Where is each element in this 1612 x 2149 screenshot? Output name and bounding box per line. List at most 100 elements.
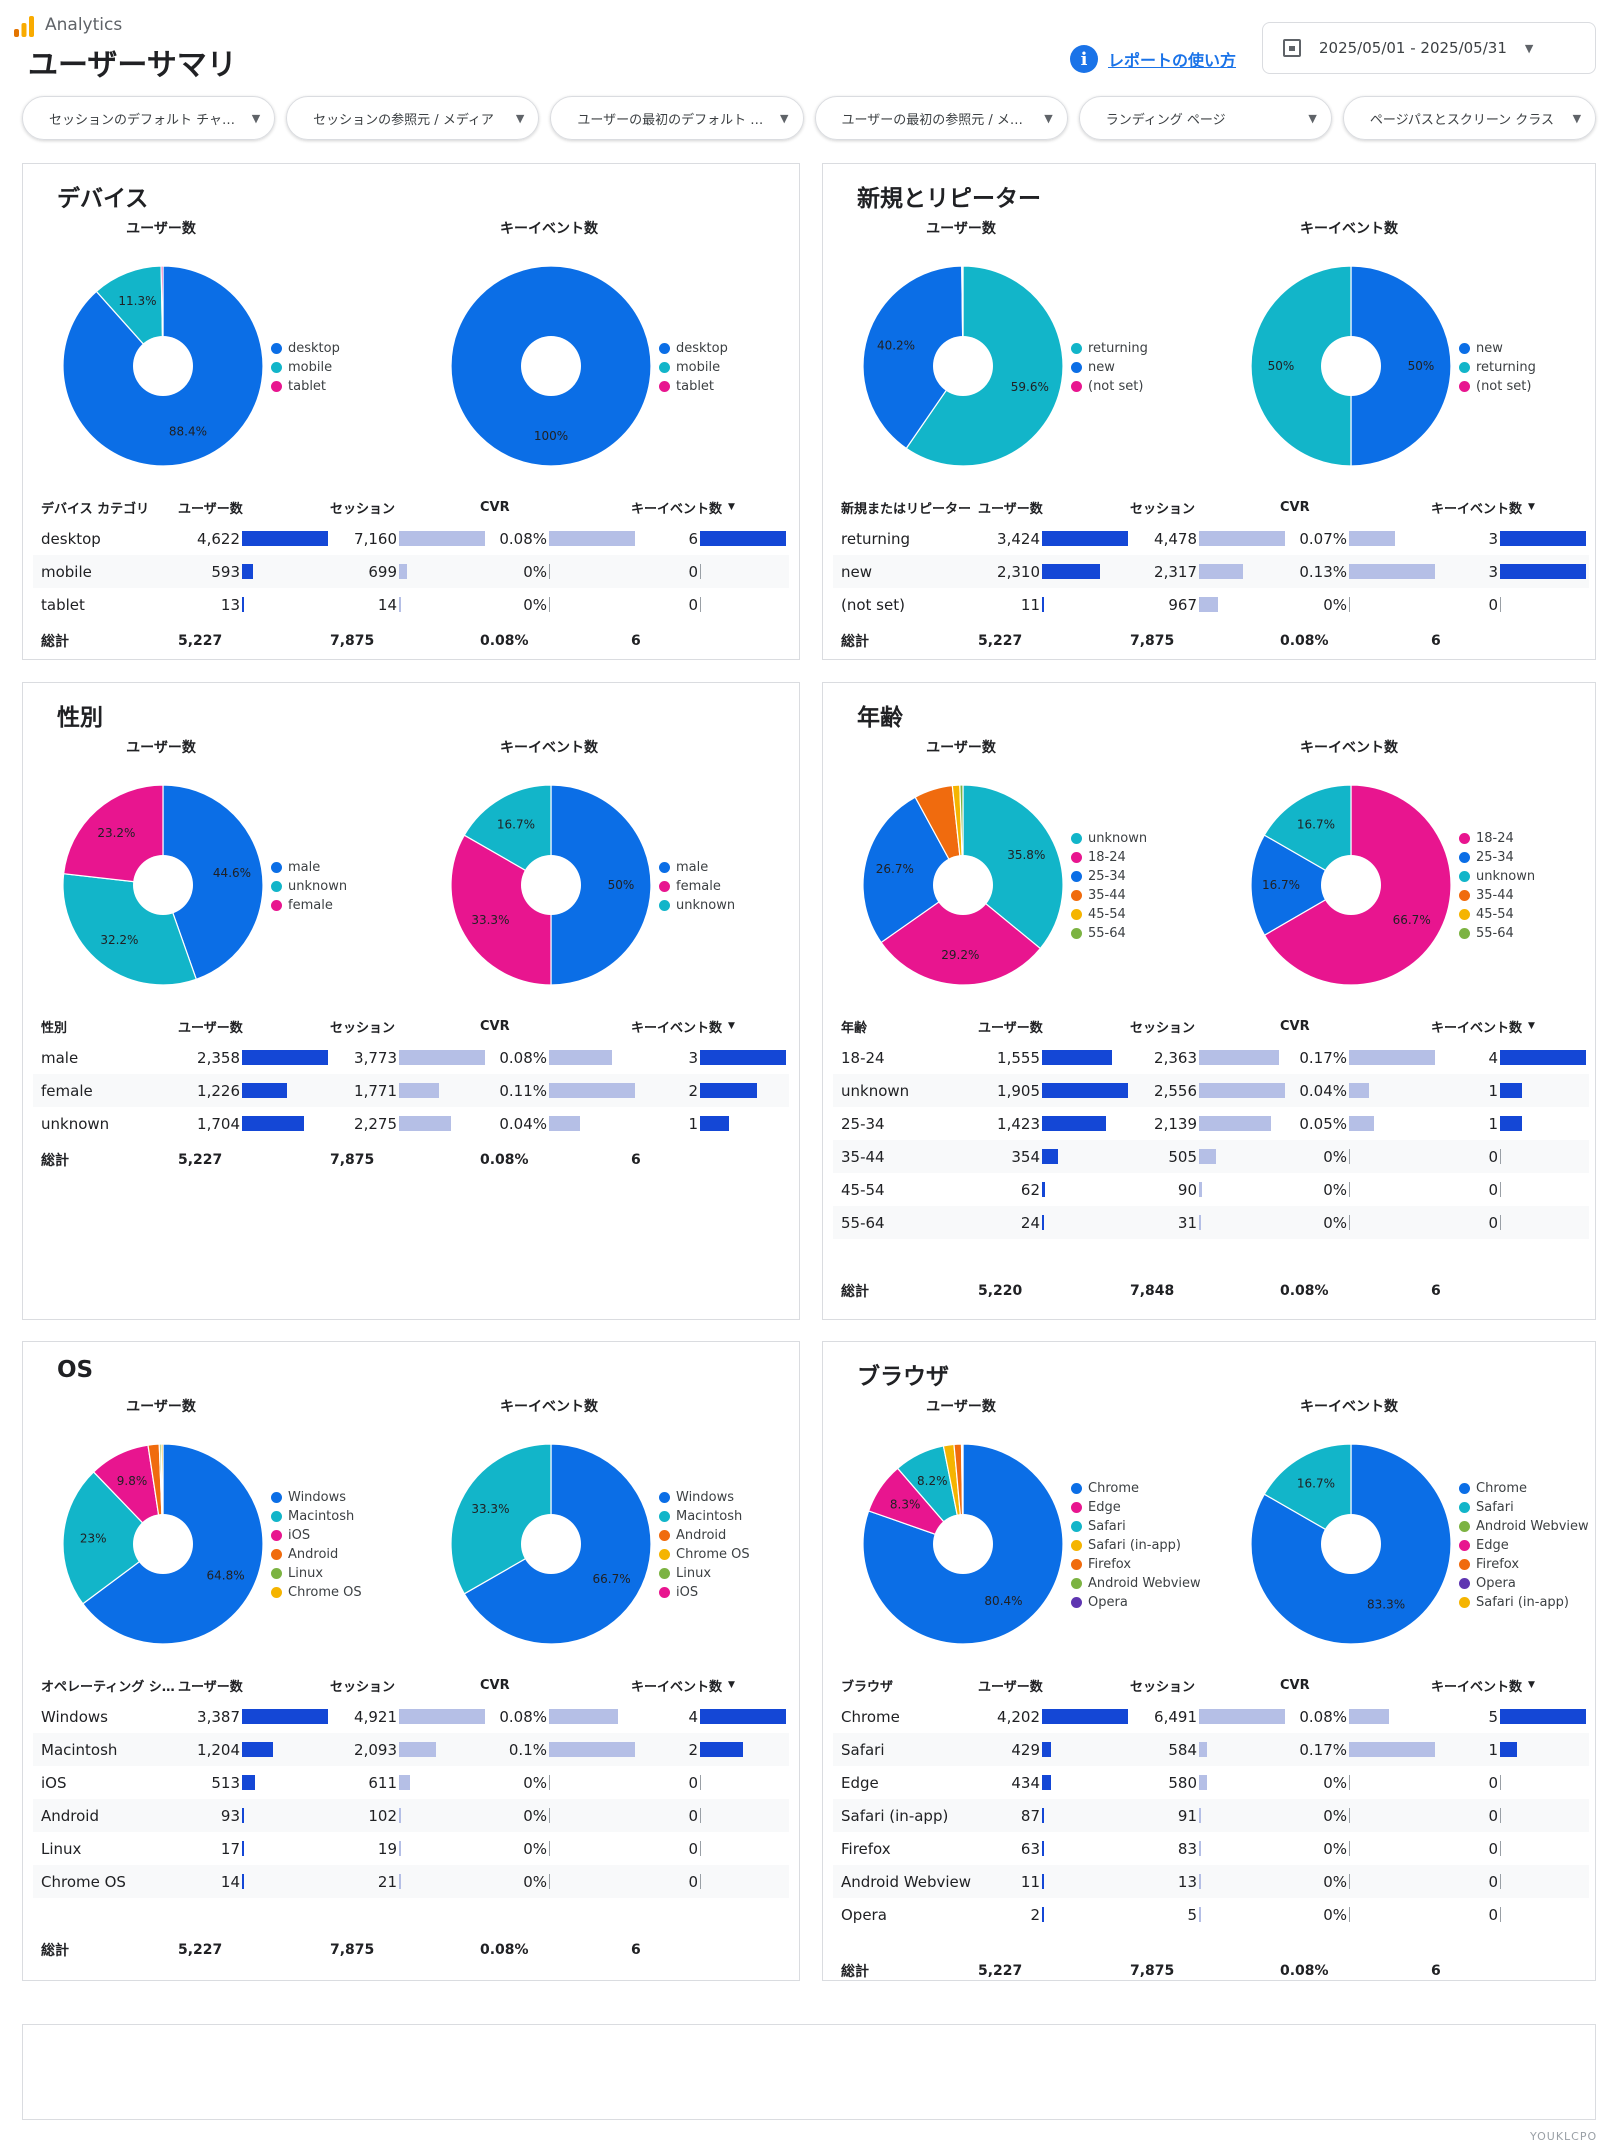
sort-desc-icon[interactable]: ▼ (728, 1021, 735, 1031)
legend-item[interactable]: Safari (in-app) (1459, 1593, 1612, 1612)
legend-item[interactable]: Chrome (1071, 1479, 1231, 1498)
sort-desc-icon[interactable]: ▼ (728, 1680, 735, 1690)
legend-item[interactable]: mobile (659, 358, 819, 377)
table-row[interactable]: 25-34 1,423 2,139 0.05% 1 (833, 1107, 1589, 1140)
pie-slice-unknown[interactable] (463, 784, 552, 887)
column-header[interactable]: キーイベント数 ▼ (631, 1011, 735, 1041)
legend-item[interactable]: 18-24 (1459, 829, 1612, 848)
filter-dropdown-1[interactable]: セッションのデフォルト チャ… ▼ (22, 96, 276, 140)
table-row[interactable]: Linux 17 19 0% 0 (33, 1832, 789, 1865)
table-row[interactable]: desktop 4,622 7,160 0.08% 6 (33, 522, 789, 555)
legend-item[interactable]: new (1071, 358, 1231, 377)
legend-item[interactable]: returning (1071, 339, 1231, 358)
table-row[interactable]: Opera 2 5 0% 0 (833, 1898, 1589, 1931)
legend-item[interactable]: male (659, 858, 819, 877)
legend-item[interactable]: unknown (1459, 867, 1612, 886)
table-row[interactable]: Edge 434 580 0% 0 (833, 1766, 1589, 1799)
legend-item[interactable]: Safari (1071, 1517, 1231, 1536)
legend-item[interactable]: Linux (271, 1564, 431, 1583)
legend-item[interactable]: Firefox (1459, 1555, 1612, 1574)
legend-item[interactable]: 45-54 (1459, 905, 1612, 924)
legend-item[interactable]: Android Webview (1071, 1574, 1231, 1593)
legend-item[interactable]: 35-44 (1459, 886, 1612, 905)
table-row[interactable]: tablet 13 14 0% 0 (33, 588, 789, 621)
sort-desc-icon[interactable]: ▼ (1528, 502, 1535, 512)
legend-item[interactable]: Macintosh (659, 1507, 819, 1526)
pie-slice-macintosh[interactable] (62, 1471, 164, 1605)
sort-desc-icon[interactable]: ▼ (1528, 1680, 1535, 1690)
table-row[interactable]: Safari 429 584 0.17% 1 (833, 1733, 1589, 1766)
column-header[interactable]: キーイベント数 ▼ (1431, 1011, 1535, 1041)
legend-item[interactable]: 45-54 (1071, 905, 1231, 924)
date-range-picker[interactable]: 2025/05/01 - 2025/05/31 ▼ (1262, 22, 1596, 74)
legend-item[interactable]: tablet (271, 377, 431, 396)
table-row[interactable]: 45-54 62 90 0% 0 (833, 1173, 1589, 1206)
pie-slice-25-34[interactable] (862, 796, 964, 944)
filter-dropdown-4[interactable]: ユーザーの最初の参照元 / メ… ▼ (814, 96, 1068, 140)
legend-item[interactable]: 55-64 (1071, 924, 1231, 943)
legend-item[interactable]: 35-44 (1071, 886, 1231, 905)
legend-item[interactable]: desktop (659, 339, 819, 358)
legend-item[interactable]: female (271, 896, 431, 915)
legend-item[interactable]: desktop (271, 339, 431, 358)
table-row[interactable]: Chrome 4,202 6,491 0.08% 5 (833, 1700, 1589, 1733)
table-row[interactable]: Macintosh 1,204 2,093 0.1% 2 (33, 1733, 789, 1766)
pie-slice-mobile[interactable] (95, 265, 164, 368)
pie-slice-male[interactable] (162, 784, 264, 981)
pie-slice-male[interactable] (550, 784, 652, 986)
table-row[interactable]: mobile 593 699 0% 0 (33, 555, 789, 588)
column-header[interactable]: キーイベント数 ▼ (631, 492, 735, 522)
legend-item[interactable]: female (659, 877, 819, 896)
table-row[interactable]: new 2,310 2,317 0.13% 3 (833, 555, 1589, 588)
legend-item[interactable]: (not set) (1459, 377, 1612, 396)
legend-item[interactable]: iOS (659, 1583, 819, 1602)
legend-item[interactable]: iOS (271, 1526, 431, 1545)
legend-item[interactable]: Safari (1459, 1498, 1612, 1517)
legend-item[interactable]: Chrome OS (659, 1545, 819, 1564)
legend-item[interactable]: Android (659, 1526, 819, 1545)
legend-item[interactable]: 18-24 (1071, 848, 1231, 867)
pie-slice-18-24[interactable] (880, 884, 1042, 986)
legend-item[interactable]: Safari (in-app) (1071, 1536, 1231, 1555)
table-row[interactable]: Android Webview 11 13 0% 0 (833, 1865, 1589, 1898)
table-row[interactable]: (not set) 11 967 0% 0 (833, 588, 1589, 621)
table-row[interactable]: returning 3,424 4,478 0.07% 3 (833, 522, 1589, 555)
legend-item[interactable]: Android Webview (1459, 1517, 1612, 1536)
legend-item[interactable]: 25-34 (1071, 867, 1231, 886)
legend-item[interactable]: unknown (659, 896, 819, 915)
table-row[interactable]: female 1,226 1,771 0.11% 2 (33, 1074, 789, 1107)
pie-slice-safari[interactable] (1263, 1443, 1352, 1546)
help-link-group[interactable]: i レポートの使い方 (1070, 44, 1236, 74)
pie-slice-25-34[interactable] (1250, 834, 1353, 937)
legend-item[interactable]: tablet (659, 377, 819, 396)
table-row[interactable]: 55-64 24 31 0% 0 (833, 1206, 1589, 1239)
column-header[interactable]: キーイベント数 ▼ (1431, 1670, 1535, 1700)
legend-item[interactable]: Opera (1459, 1574, 1612, 1593)
legend-item[interactable]: Edge (1071, 1498, 1231, 1517)
filter-dropdown-6[interactable]: ページパスとスクリーン クラス ▼ (1342, 96, 1597, 140)
legend-item[interactable]: Edge (1459, 1536, 1612, 1555)
table-row[interactable]: unknown 1,704 2,275 0.04% 1 (33, 1107, 789, 1140)
table-row[interactable]: Chrome OS 14 21 0% 0 (33, 1865, 789, 1898)
table-row[interactable]: Windows 3,387 4,921 0.08% 4 (33, 1700, 789, 1733)
table-row[interactable]: iOS 513 611 0% 0 (33, 1766, 789, 1799)
legend-item[interactable]: Windows (271, 1488, 431, 1507)
legend-item[interactable]: Macintosh (271, 1507, 431, 1526)
legend-item[interactable]: 55-64 (1459, 924, 1612, 943)
legend-item[interactable]: new (1459, 339, 1612, 358)
pie-slice-new[interactable] (1350, 265, 1452, 467)
legend-item[interactable]: Linux (659, 1564, 819, 1583)
legend-item[interactable]: Windows (659, 1488, 819, 1507)
table-row[interactable]: unknown 1,905 2,556 0.04% 1 (833, 1074, 1589, 1107)
legend-item[interactable]: Firefox (1071, 1555, 1231, 1574)
legend-item[interactable]: (not set) (1071, 377, 1231, 396)
legend-item[interactable]: Android (271, 1545, 431, 1564)
legend-item[interactable]: mobile (271, 358, 431, 377)
table-row[interactable]: male 2,358 3,773 0.08% 3 (33, 1041, 789, 1074)
column-header[interactable]: キーイベント数 ▼ (631, 1670, 735, 1700)
table-row[interactable]: 35-44 354 505 0% 0 (833, 1140, 1589, 1173)
pie-slice--not-set-[interactable] (961, 265, 964, 367)
legend-item[interactable]: 25-34 (1459, 848, 1612, 867)
pie-slice-female[interactable] (62, 784, 164, 886)
legend-item[interactable]: male (271, 858, 431, 877)
